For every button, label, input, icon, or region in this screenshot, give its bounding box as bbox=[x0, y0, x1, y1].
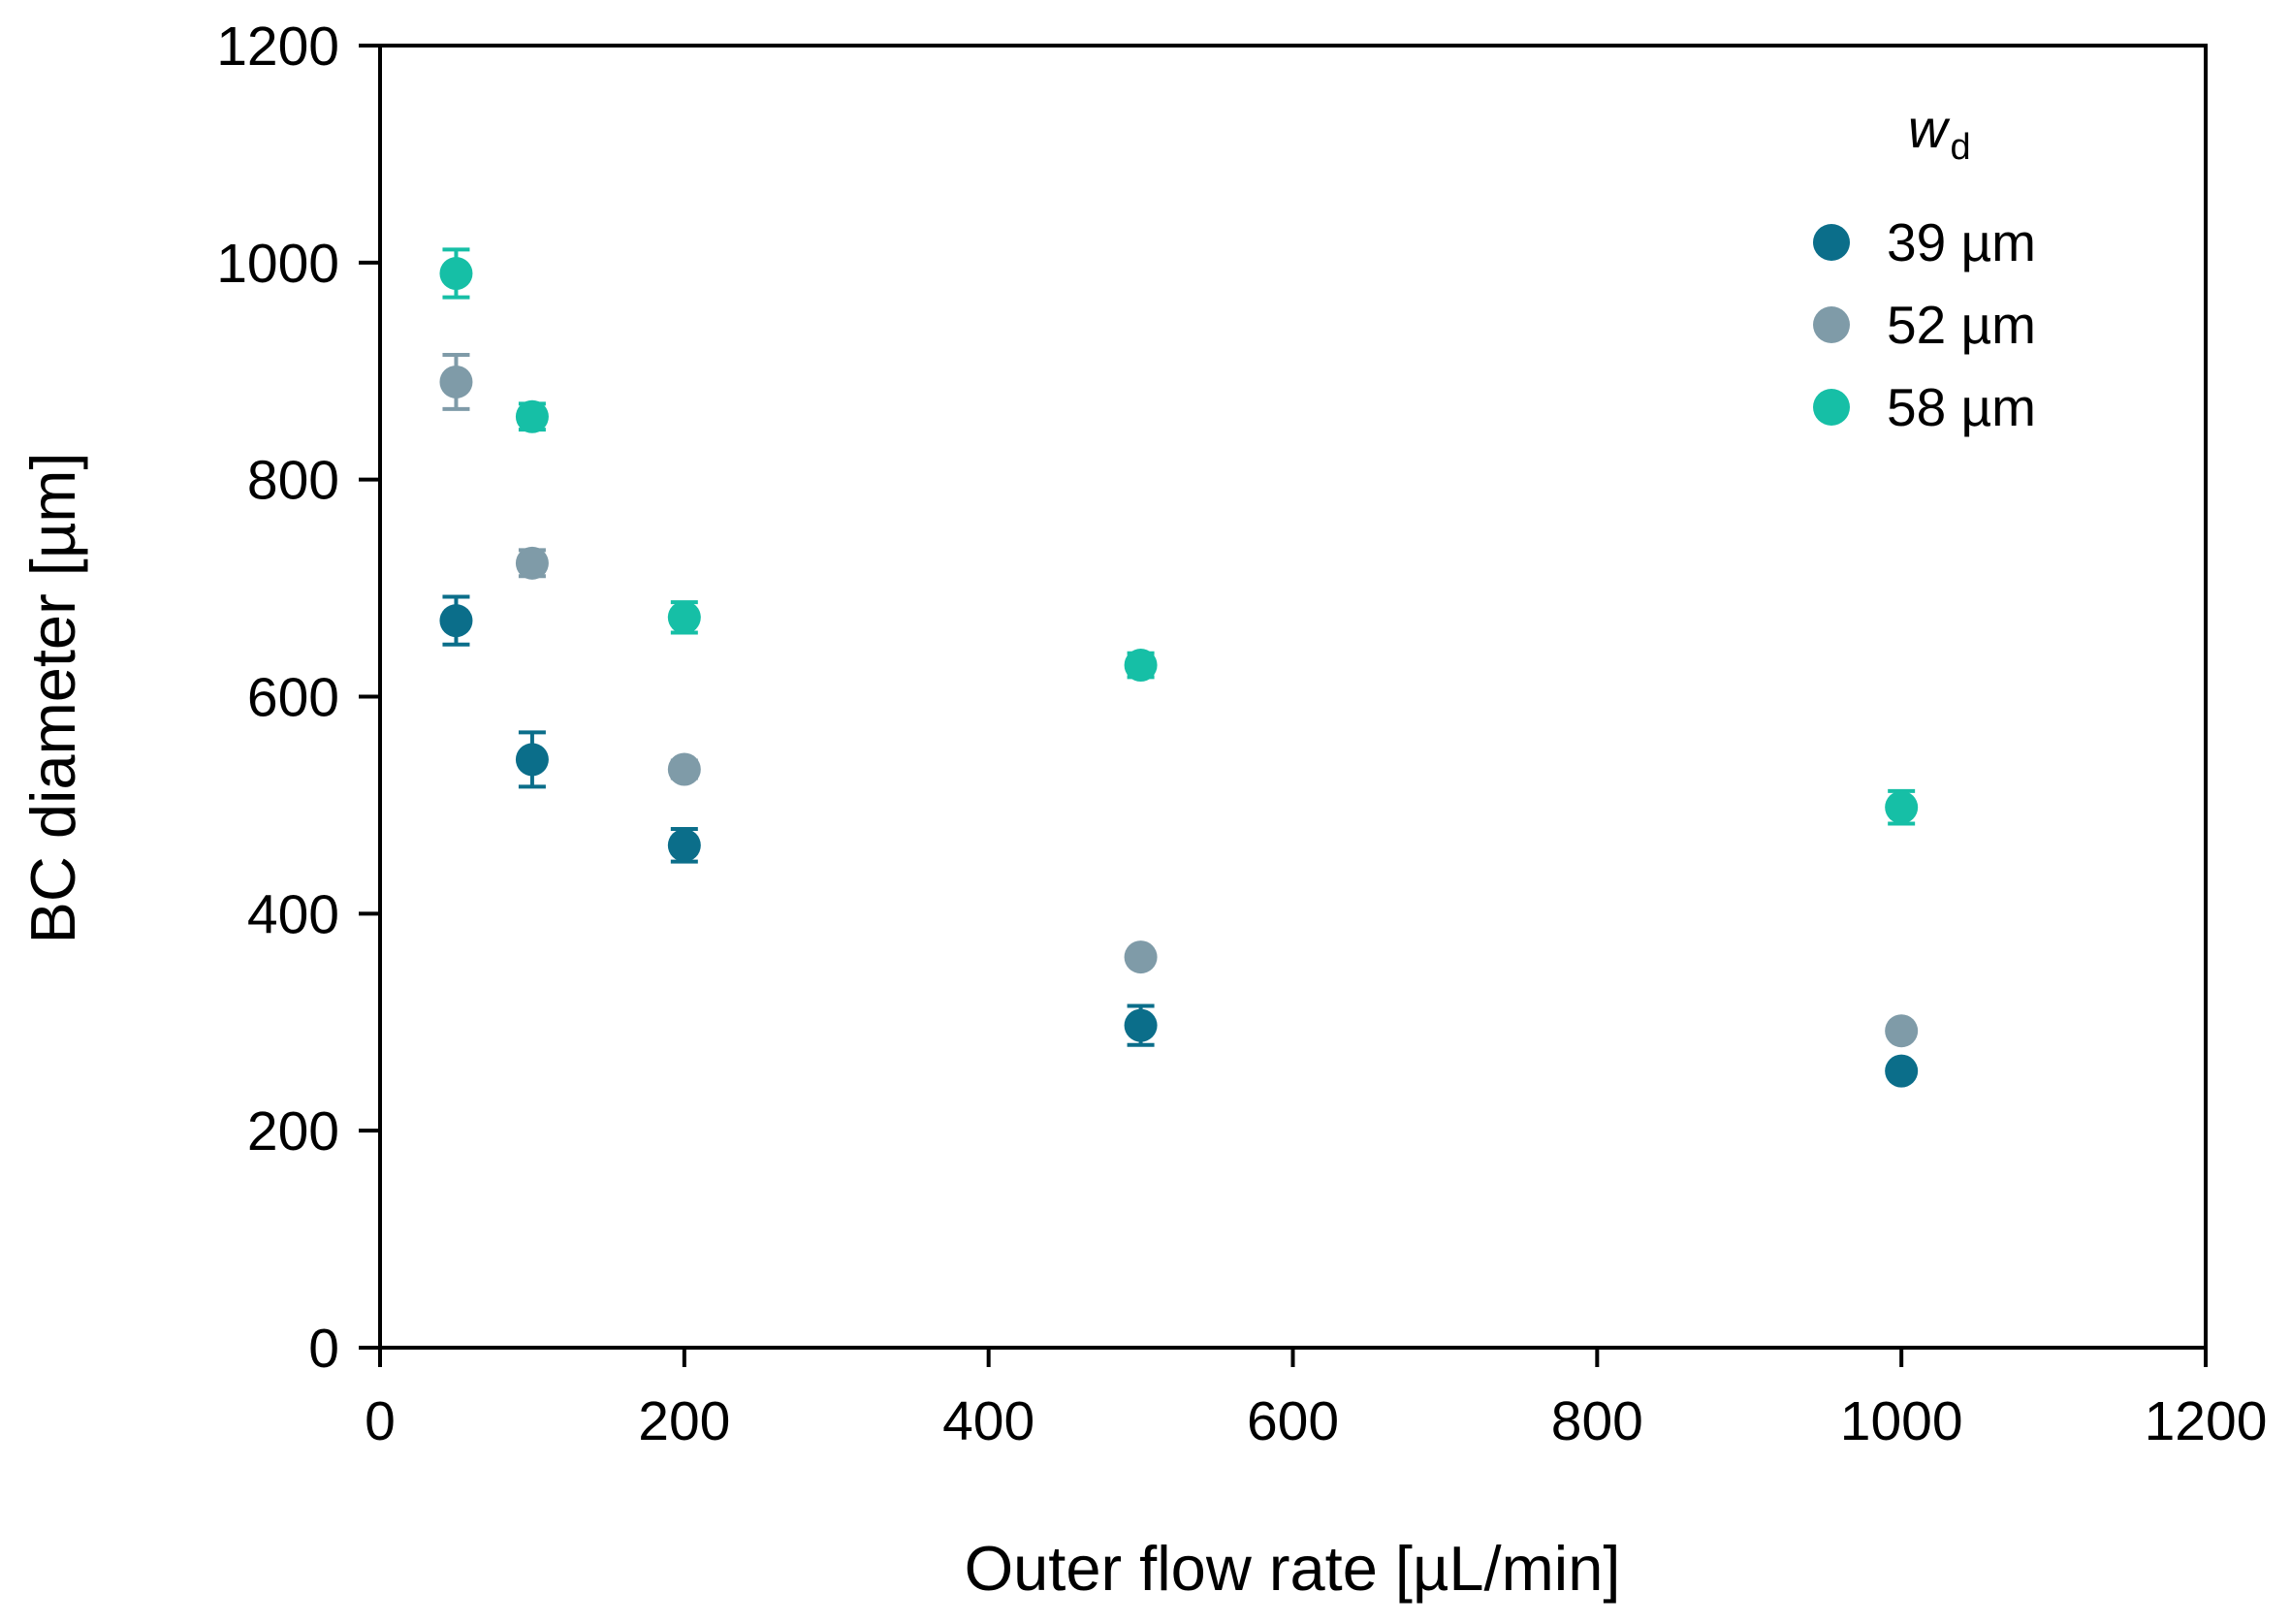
legend-title-subscript: d bbox=[1950, 127, 1970, 168]
data-point bbox=[1124, 649, 1158, 683]
x-tick-label: 0 bbox=[365, 1390, 396, 1452]
data-point bbox=[439, 365, 473, 398]
data-point bbox=[1124, 940, 1158, 974]
legend-label: 52 µm bbox=[1887, 295, 2036, 355]
legend-label: 39 µm bbox=[1887, 212, 2036, 272]
legend-item: 52 µm bbox=[1813, 295, 2036, 355]
series-layer bbox=[439, 247, 1919, 1088]
legend-item: 39 µm bbox=[1813, 212, 2036, 272]
x-tick-label: 1000 bbox=[1840, 1390, 1963, 1452]
data-point bbox=[667, 600, 701, 634]
legend-marker bbox=[1813, 224, 1850, 261]
x-tick-label: 200 bbox=[638, 1390, 730, 1452]
x-tick-label: 800 bbox=[1551, 1390, 1643, 1452]
data-point bbox=[667, 752, 701, 786]
y-axis-ticks: 0 200 400 600 800 1000 1200 bbox=[216, 16, 380, 1380]
x-axis-ticks: 0 200 400 600 800 1000 1200 bbox=[365, 1348, 2267, 1452]
y-tick-label: 600 bbox=[247, 667, 339, 729]
data-point bbox=[515, 546, 549, 580]
legend-marker bbox=[1813, 306, 1850, 343]
data-point bbox=[1885, 1014, 1919, 1048]
legend: wd 39 µm 52 µm 58 µm bbox=[1813, 98, 2036, 437]
series-2 bbox=[439, 352, 1919, 1048]
data-point bbox=[1124, 1008, 1158, 1042]
data-point bbox=[1885, 1054, 1919, 1088]
data-point bbox=[1885, 790, 1919, 824]
x-tick-label: 1200 bbox=[2145, 1390, 2268, 1452]
y-tick-label: 0 bbox=[308, 1318, 339, 1380]
x-tick-label: 600 bbox=[1247, 1390, 1339, 1452]
y-tick-label: 1200 bbox=[216, 16, 339, 78]
y-axis-title: BC diameter [µm] bbox=[17, 452, 88, 943]
data-point bbox=[515, 743, 549, 777]
legend-item: 58 µm bbox=[1813, 377, 2036, 437]
x-tick-label: 400 bbox=[942, 1390, 1034, 1452]
legend-title-main: w bbox=[1908, 98, 1951, 159]
y-tick-label: 800 bbox=[247, 450, 339, 512]
y-tick-label: 400 bbox=[247, 883, 339, 945]
y-tick-label: 200 bbox=[247, 1100, 339, 1162]
x-axis-title: Outer flow rate [µL/min] bbox=[965, 1533, 1621, 1604]
y-tick-label: 1000 bbox=[216, 233, 339, 295]
data-point bbox=[515, 399, 549, 433]
legend-items: 39 µm 52 µm 58 µm bbox=[1813, 212, 2036, 437]
legend-marker bbox=[1813, 389, 1850, 426]
data-point bbox=[439, 257, 473, 291]
series-3 bbox=[439, 247, 1919, 826]
data-point bbox=[667, 828, 701, 862]
legend-title: wd bbox=[1908, 98, 1971, 168]
data-point bbox=[439, 604, 473, 638]
series-1 bbox=[439, 594, 1919, 1088]
legend-label: 58 µm bbox=[1887, 377, 2036, 437]
